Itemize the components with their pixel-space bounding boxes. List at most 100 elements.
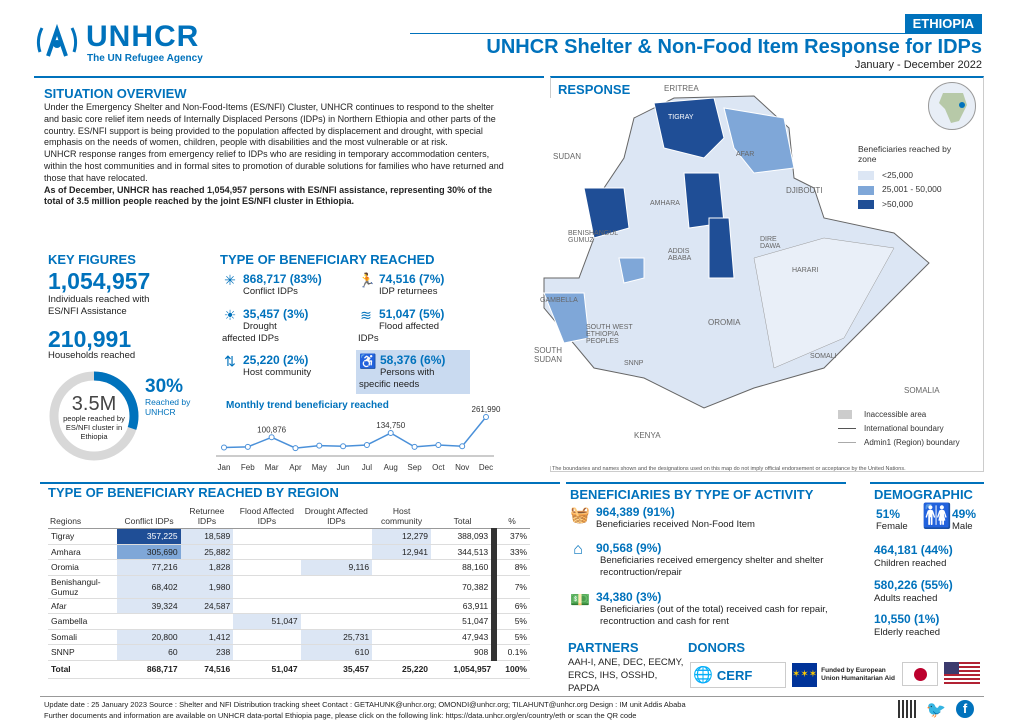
africa-inset — [928, 82, 976, 130]
map-label: DJIBOUTI — [786, 186, 823, 195]
x-tick-label: Apr — [289, 463, 302, 472]
trend-point — [244, 443, 251, 450]
activity-heading: BENEFICIARIES BY TYPE OF ACTIVITY — [570, 487, 814, 502]
table-cell — [300, 613, 373, 630]
type-label: IDP returnees — [379, 286, 438, 297]
legend-item: International boundary — [838, 422, 960, 436]
partners-text: AAH-I, ANE, DEC, EECMY, ERCS, IHS, OSSHD… — [568, 657, 684, 694]
key-households-label: Households reached — [48, 350, 136, 361]
un-emblem-icon: 🌐 — [693, 667, 713, 684]
table-cell: 24,587 — [180, 598, 234, 614]
type-label: Host community — [243, 367, 312, 378]
cash-icon: 💵 — [570, 592, 590, 609]
activity-item: 🧺 964,389 (91%) Beneficiaries received N… — [570, 505, 840, 531]
unhcr-pct-value: 30% — [145, 376, 184, 397]
table-cell — [233, 528, 301, 545]
logo-name: UNHCR — [86, 20, 200, 53]
usa-flag-icon — [944, 662, 980, 686]
legend-item: 25,001 - 50,000 — [858, 184, 968, 195]
legend-item: Admin1 (Region) boundary — [838, 436, 960, 450]
map-label: DIRE DAWA — [760, 236, 781, 250]
x-tick-label: Feb — [241, 463, 255, 472]
data-label: 100,876 — [257, 425, 286, 434]
response-map — [524, 95, 964, 466]
key-individuals-value: 1,054,957 — [48, 268, 151, 294]
table-cell: 35,457 — [300, 659, 373, 679]
trend-point — [340, 443, 347, 450]
table-cell: 25,220 — [372, 659, 432, 679]
female-label: Female — [876, 521, 908, 532]
table-cell — [300, 598, 373, 614]
table-cell: 63,911 — [431, 598, 495, 614]
header-rule — [410, 33, 982, 34]
activity-value: 34,380 (3%) — [596, 590, 662, 604]
donut-value: 3.5M — [71, 393, 117, 415]
table-rule — [40, 482, 560, 484]
table-cell: Oromia — [48, 559, 118, 576]
table-cell: Tigray — [48, 528, 118, 545]
map-label: SOMALI — [810, 353, 837, 360]
table-cell: 1,980 — [180, 575, 234, 599]
map-label: HARARI — [792, 267, 819, 274]
table-cell: 51,047 — [233, 659, 301, 679]
trend-point — [292, 445, 299, 452]
report-period: January - December 2022 — [854, 59, 982, 71]
table-cell: 9,116 — [300, 559, 373, 576]
type-label: Flood affected IDPs — [358, 321, 440, 344]
table-cell: 610 — [300, 644, 373, 661]
table-row: Benishangul-Gumuz 68,402 1,980 70,382 7% — [48, 575, 530, 599]
logo-tagline: The UN Refugee Agency — [87, 53, 203, 64]
map-label: AFAR — [736, 151, 755, 158]
x-tick-label: Jun — [337, 463, 350, 472]
overview-heading: SITUATION OVERVIEW — [44, 86, 187, 101]
type-item: 🏃 74,516 (7%) IDP returnees — [358, 272, 498, 298]
legend-item: Inaccessible area — [838, 408, 960, 422]
host-community-icon: ⇅ — [224, 353, 236, 369]
returnee-icon: 🏃 — [358, 272, 376, 288]
table-cell: 1,412 — [180, 629, 234, 645]
table-cell: 357,225 — [117, 528, 181, 545]
elderly-value: 10,550 (1%) — [874, 612, 940, 626]
facebook-icon[interactable]: f — [956, 700, 974, 718]
type-value: 25,220 (2%) — [243, 353, 309, 367]
table-cell: Somali — [48, 629, 118, 645]
flood-icon: ≋ — [360, 307, 372, 323]
table-cell — [372, 613, 432, 630]
trend-point — [411, 443, 418, 450]
trend-point — [316, 442, 323, 449]
map-label: TIGRAY — [668, 114, 694, 121]
type-item-highlight: ♿ 58,376 (6%) Persons with specific need… — [356, 350, 470, 394]
qr-code-icon[interactable] — [898, 700, 916, 718]
demographic-rule — [870, 482, 984, 484]
key-individuals-label: Individuals reached with ES/NFI Assistan… — [48, 294, 150, 317]
gender-icon: 🚻 — [922, 503, 952, 530]
overview-p1: Under the Emergency Shelter and Non-Food… — [44, 102, 496, 148]
map-label: SOMALIA — [904, 386, 940, 395]
x-tick-label: Mar — [265, 463, 279, 472]
legend-item: >50,000 — [858, 199, 968, 209]
trend-point — [363, 441, 370, 448]
table-cell: 37% — [491, 528, 530, 545]
beneficiary-type-heading: TYPE OF BENEFICIARY REACHED — [220, 252, 435, 267]
twitter-icon[interactable]: 🐦 — [926, 702, 946, 719]
table-cell: Amhara — [48, 544, 118, 560]
amhara-region-b — [708, 217, 735, 279]
table-cell: 12,941 — [372, 544, 432, 560]
map-label: ERITREA — [664, 84, 699, 93]
table-cell: Gambella — [48, 613, 118, 630]
trend-point — [459, 443, 466, 450]
table-row: Gambella 51,047 51,047 5% — [48, 613, 530, 630]
table-cell: 305,690 — [117, 544, 181, 560]
table-cell: 908 — [431, 644, 495, 661]
table-cell: 51,047 — [431, 613, 495, 630]
table-row: Tigray 357,225 18,589 12,279 388,093 37% — [48, 528, 530, 545]
table-cell: Benishangul-Gumuz — [48, 575, 118, 599]
eu-logo: ✶✶✶ Funded by European Union Humanitaria… — [792, 662, 896, 688]
activity-label: Beneficiaries received emergency shelter… — [600, 555, 824, 578]
overview-p3: As of December, UNHCR has reached 1,054,… — [44, 184, 493, 207]
table-cell: 33% — [491, 544, 530, 560]
table-cell: 74,516 — [180, 659, 234, 679]
type-item: ☀ 35,457 (3%) Drought affected IDPs — [222, 307, 352, 345]
table-cell: 6% — [491, 598, 530, 614]
data-label: 261,990 — [472, 405, 501, 414]
